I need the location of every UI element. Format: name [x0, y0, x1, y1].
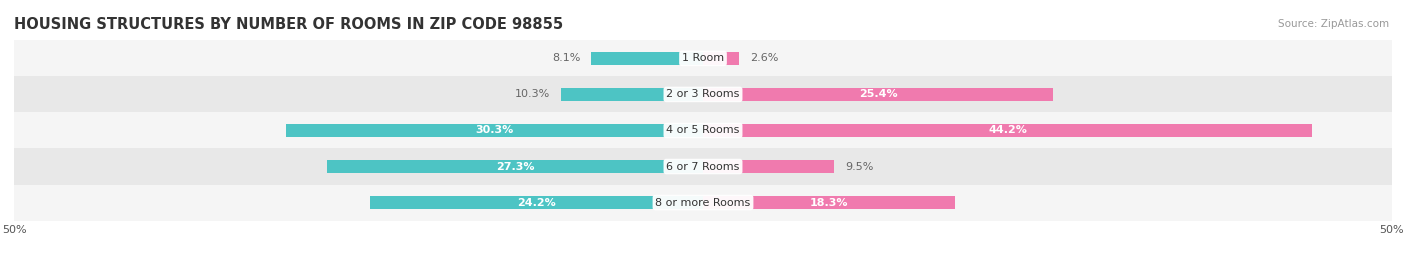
Text: 8 or more Rooms: 8 or more Rooms	[655, 197, 751, 208]
Text: 25.4%: 25.4%	[859, 89, 897, 100]
Text: Source: ZipAtlas.com: Source: ZipAtlas.com	[1278, 19, 1389, 29]
Text: HOUSING STRUCTURES BY NUMBER OF ROOMS IN ZIP CODE 98855: HOUSING STRUCTURES BY NUMBER OF ROOMS IN…	[14, 17, 564, 32]
Bar	[14, 76, 1392, 112]
Text: 9.5%: 9.5%	[845, 161, 873, 172]
Bar	[703, 124, 1312, 137]
Bar	[14, 185, 1392, 221]
Bar	[703, 52, 738, 65]
Text: 44.2%: 44.2%	[988, 125, 1026, 136]
Text: 27.3%: 27.3%	[496, 161, 534, 172]
Text: 10.3%: 10.3%	[515, 89, 550, 100]
Text: 4 or 5 Rooms: 4 or 5 Rooms	[666, 125, 740, 136]
Bar	[326, 160, 703, 173]
Bar	[285, 124, 703, 137]
Text: 8.1%: 8.1%	[553, 53, 581, 63]
Text: 2 or 3 Rooms: 2 or 3 Rooms	[666, 89, 740, 100]
Text: 2.6%: 2.6%	[749, 53, 779, 63]
Bar	[703, 88, 1053, 101]
Bar	[592, 52, 703, 65]
Text: 6 or 7 Rooms: 6 or 7 Rooms	[666, 161, 740, 172]
Text: 30.3%: 30.3%	[475, 125, 513, 136]
Bar	[370, 196, 703, 209]
Bar	[703, 160, 834, 173]
Bar	[14, 40, 1392, 76]
Bar	[703, 196, 955, 209]
Text: 18.3%: 18.3%	[810, 197, 848, 208]
Bar	[561, 88, 703, 101]
Bar	[14, 148, 1392, 185]
Bar	[14, 112, 1392, 148]
Text: 1 Room: 1 Room	[682, 53, 724, 63]
Text: 24.2%: 24.2%	[517, 197, 555, 208]
